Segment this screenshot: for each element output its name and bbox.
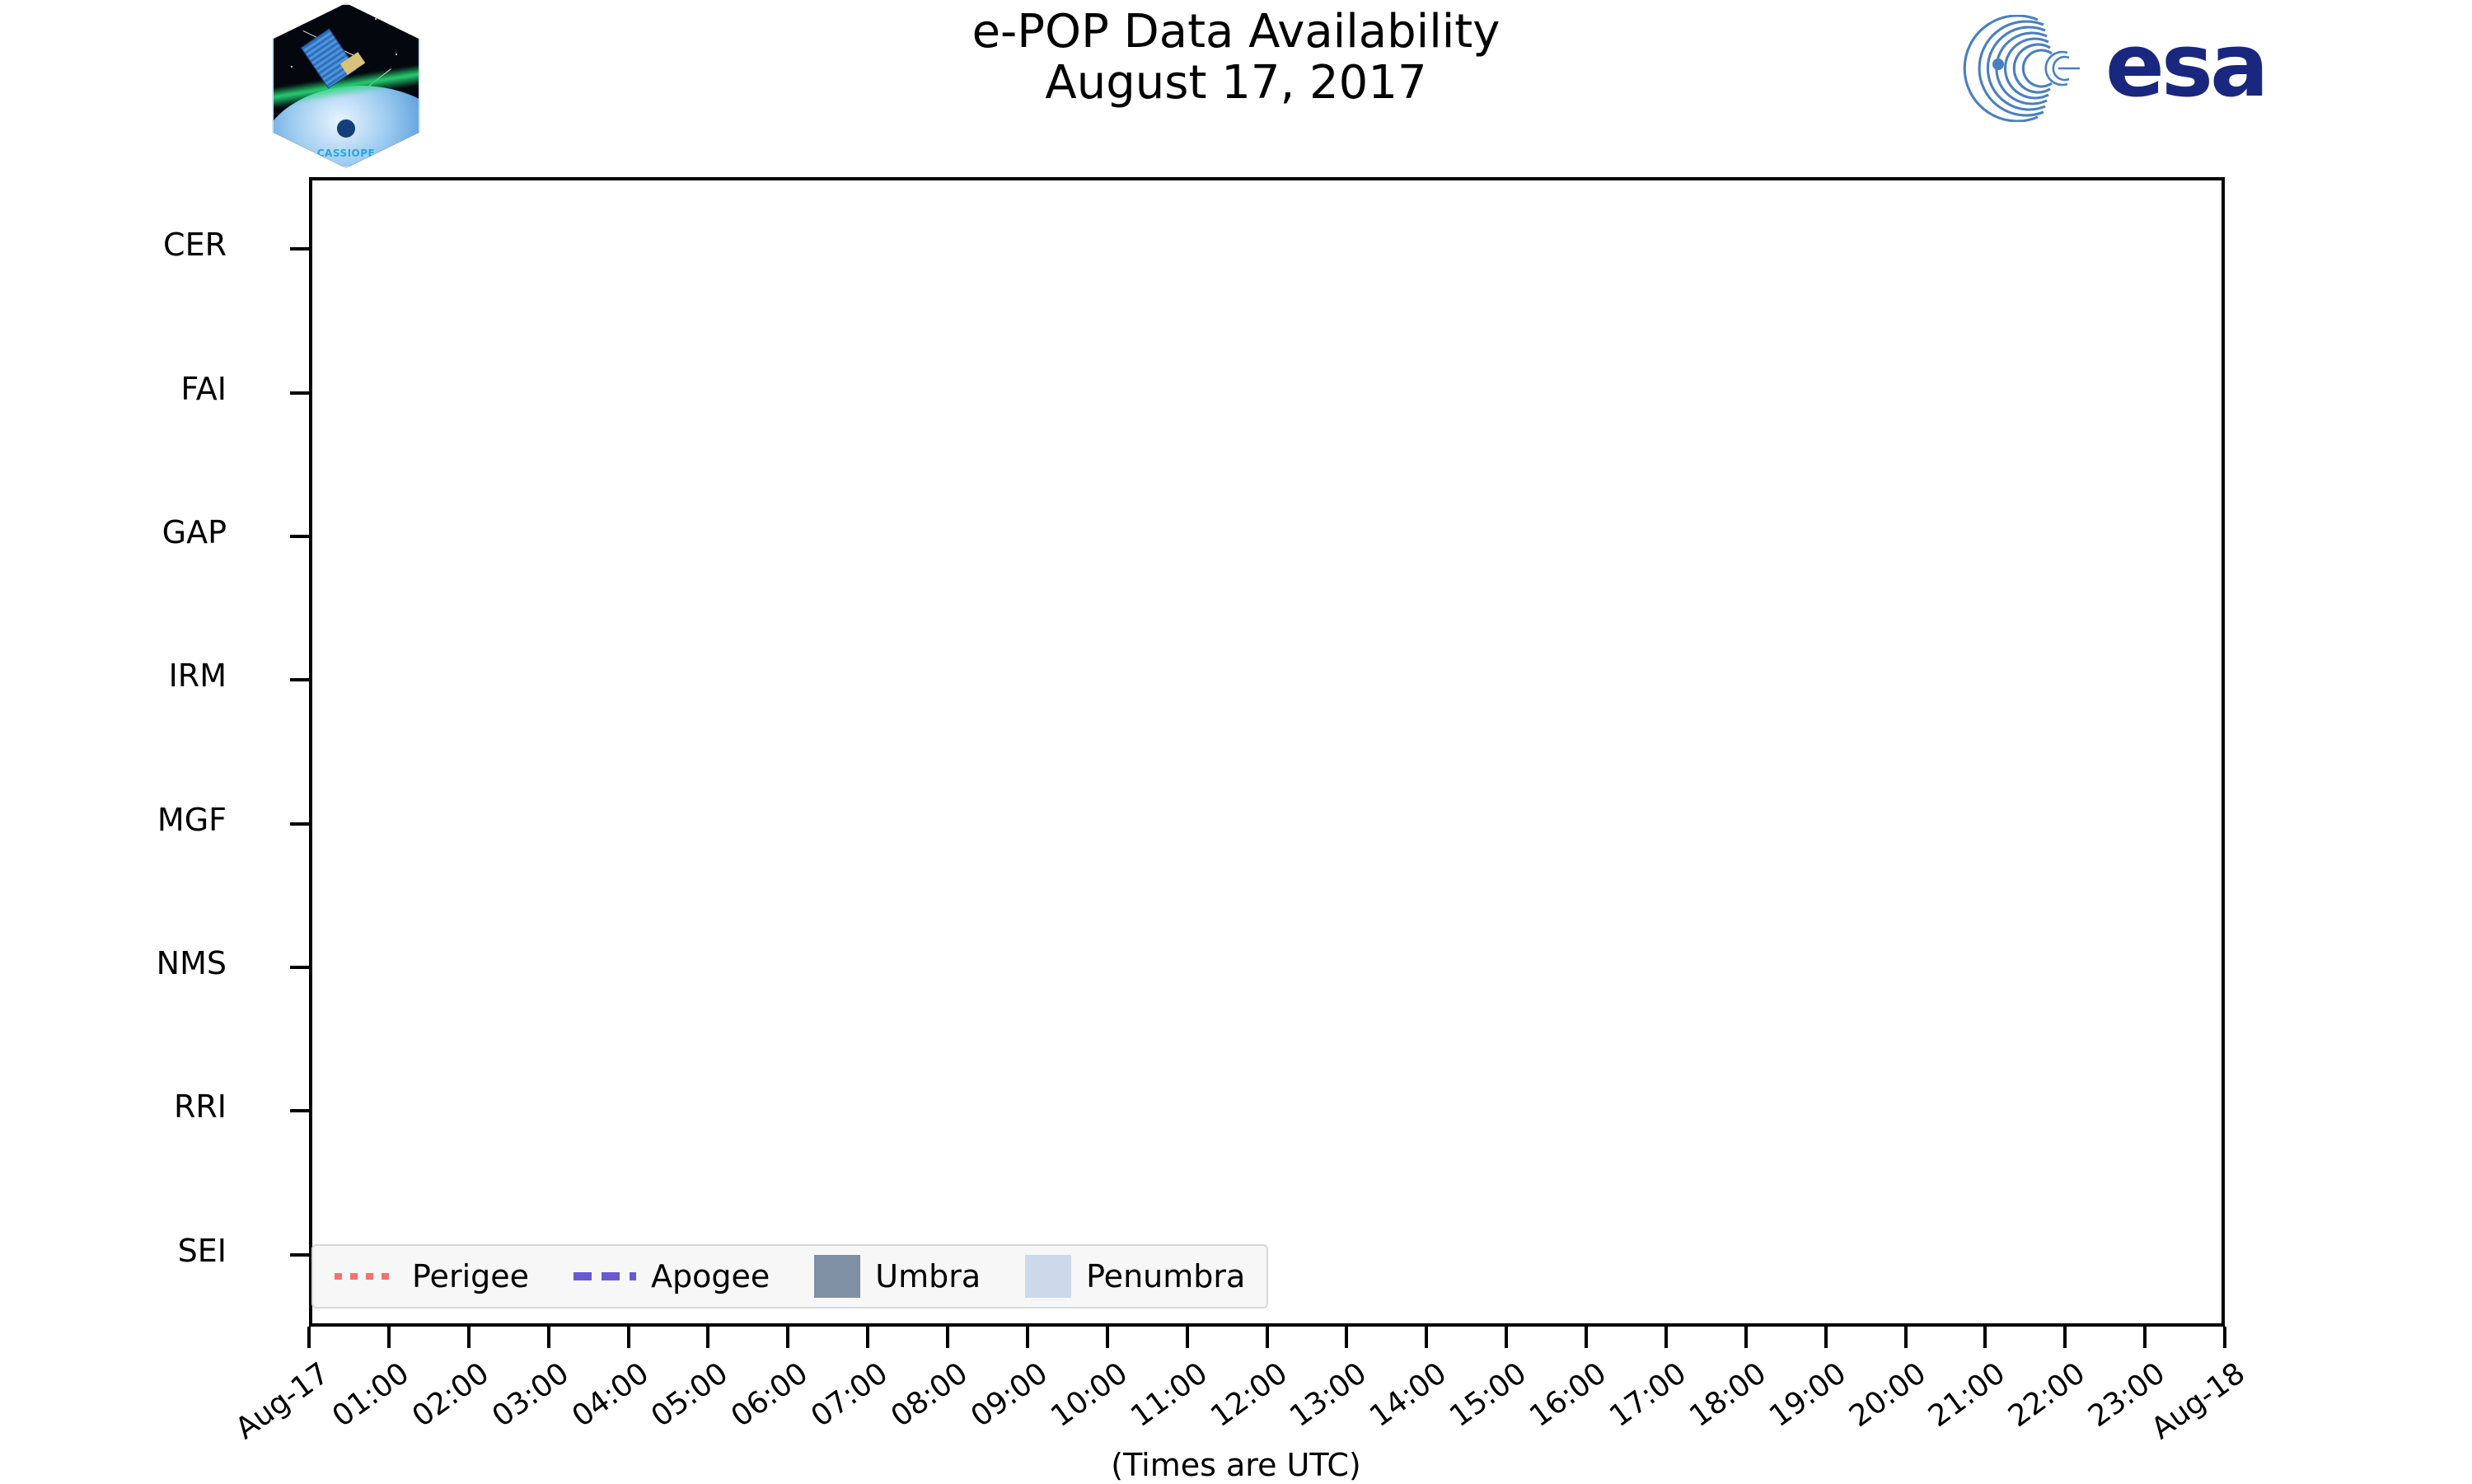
x-tick-mark — [1983, 1327, 1987, 1348]
x-tick-mark — [2223, 1327, 2226, 1348]
x-tick-mark — [1025, 1327, 1029, 1348]
legend-item-perigee[interactable]: Perigee — [335, 1258, 529, 1294]
y-tick-label-gap: GAP — [162, 513, 227, 550]
page-header: CASSIOPE e-POP Data Availability August … — [0, 0, 2472, 177]
x-tick-mark — [546, 1327, 550, 1348]
cassiope-mission-logo: CASSIOPE — [272, 3, 420, 168]
y-tick-mark — [290, 678, 309, 682]
legend-item-umbra[interactable]: Umbra — [814, 1255, 981, 1298]
x-tick-mark — [1265, 1327, 1269, 1348]
x-axis-title: (Times are UTC) — [1111, 1447, 1361, 1483]
x-tick-mark — [1345, 1327, 1349, 1348]
legend-label-umbra: Umbra — [875, 1258, 981, 1294]
legend-item-penumbra[interactable]: Penumbra — [1025, 1255, 1245, 1298]
chart-axes-frame — [309, 177, 2225, 1327]
x-tick-mark — [2063, 1327, 2067, 1348]
x-tick-mark — [626, 1327, 630, 1348]
cassiope-logo-caption: CASSIOPE — [316, 147, 376, 159]
x-tick-mark — [386, 1327, 391, 1348]
legend-swatch-dotted-perigee — [335, 1273, 397, 1280]
x-tick-mark — [1505, 1327, 1509, 1348]
y-tick-label-fai: FAI — [180, 370, 227, 407]
legend-label-penumbra: Penumbra — [1086, 1258, 1246, 1294]
esa-wordmark: esa — [2105, 15, 2269, 116]
x-tick-mark — [1585, 1327, 1588, 1348]
y-tick-label-nms: NMS — [156, 945, 227, 982]
legend-swatch-box-penumbra — [1025, 1255, 1072, 1298]
y-tick-mark — [290, 1252, 309, 1257]
x-tick-mark — [1664, 1327, 1668, 1348]
x-tick-mark — [1105, 1327, 1109, 1348]
x-tick-mark — [866, 1327, 870, 1348]
cassiope-logo-hex-frame: CASSIOPE — [272, 3, 420, 168]
y-tick-label-cer: CER — [163, 227, 227, 264]
y-tick-mark — [290, 391, 309, 395]
esa-swirl-icon — [1963, 15, 2080, 122]
x-tick-mark — [1824, 1327, 1828, 1348]
y-tick-mark — [290, 1109, 309, 1113]
x-tick-mark — [2143, 1327, 2147, 1348]
legend-label-perigee: Perigee — [412, 1258, 529, 1294]
page-title-line-1: e-POP Data Availability — [971, 5, 1501, 59]
legend-item-apogee[interactable]: Apogee — [574, 1258, 770, 1294]
y-tick-label-mgf: MGF — [157, 801, 227, 838]
legend-swatch-dashed-apogee — [574, 1272, 636, 1280]
x-tick-mark — [946, 1327, 949, 1348]
x-tick-mark — [786, 1327, 790, 1348]
page-title-line-2: August 17, 2017 — [1045, 56, 1427, 110]
x-tick-mark — [1425, 1327, 1429, 1348]
legend-label-apogee: Apogee — [651, 1258, 770, 1294]
x-tick-mark — [307, 1327, 311, 1348]
y-tick-label-irm: IRM — [168, 658, 227, 695]
y-tick-mark — [290, 966, 309, 970]
x-tick-mark — [1185, 1327, 1189, 1348]
y-tick-label-rri: RRI — [173, 1088, 227, 1126]
x-tick-mark — [1903, 1327, 1908, 1348]
esa-logo: esa — [1953, 15, 2315, 122]
cassiope-logo-badge — [336, 119, 356, 138]
chart-legend: Perigee Apogee Umbra Penumbra — [311, 1244, 1269, 1308]
x-tick-mark — [1744, 1327, 1748, 1348]
x-tick-mark — [466, 1327, 471, 1348]
y-tick-label-sei: SEI — [177, 1232, 227, 1269]
y-tick-mark — [290, 247, 309, 251]
x-tick-mark — [706, 1327, 710, 1348]
legend-swatch-box-umbra — [814, 1255, 861, 1298]
page-title: e-POP Data Availability August 17, 2017 — [626, 7, 1846, 109]
chart-plot-area — [309, 177, 2225, 1327]
y-tick-mark — [290, 822, 309, 826]
y-tick-mark — [290, 534, 309, 538]
